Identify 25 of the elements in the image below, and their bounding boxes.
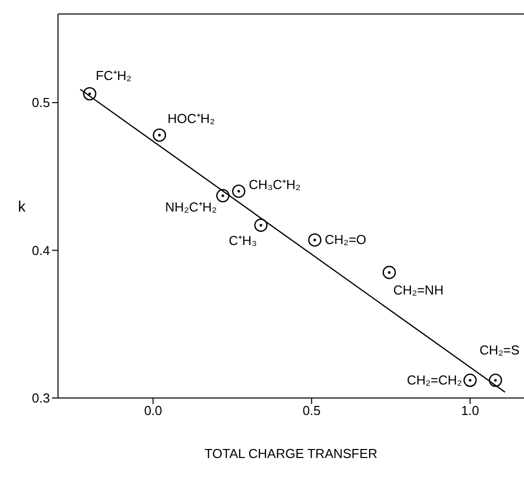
annotation: CH₂=CH₂ bbox=[406, 372, 462, 388]
point bbox=[308, 233, 322, 247]
point bbox=[232, 184, 246, 198]
point bbox=[463, 374, 477, 387]
annotation: FC⁺H₂ bbox=[96, 68, 132, 83]
annotation: CH₂=NH bbox=[393, 282, 444, 298]
annotation: C⁺H₃ bbox=[228, 233, 257, 248]
point bbox=[488, 374, 502, 387]
point bbox=[216, 189, 230, 202]
annotation: NH₂C⁺H₂ bbox=[165, 200, 217, 215]
x-axis-title: TOTAL CHARGE TRANSFER bbox=[204, 446, 378, 461]
y-axis-title: k bbox=[18, 198, 26, 216]
annotation: CH₂=O bbox=[324, 232, 366, 247]
y-tick-label: 0.4 bbox=[32, 242, 50, 258]
annotation: HOC⁺H₂ bbox=[167, 111, 215, 126]
y-tick-label: 0.5 bbox=[32, 95, 50, 110]
point bbox=[382, 266, 396, 280]
annotation: CH₃C⁺H₂ bbox=[248, 177, 301, 192]
x-tick-label: 0.5 bbox=[302, 403, 321, 418]
point bbox=[152, 128, 166, 142]
y-tick-label: 0.3 bbox=[32, 390, 50, 406]
point bbox=[254, 218, 268, 232]
x-tick-label: 1.0 bbox=[461, 403, 480, 418]
x-tick-label: 0.0 bbox=[144, 403, 162, 418]
annotation: CH₂=S bbox=[479, 342, 520, 358]
